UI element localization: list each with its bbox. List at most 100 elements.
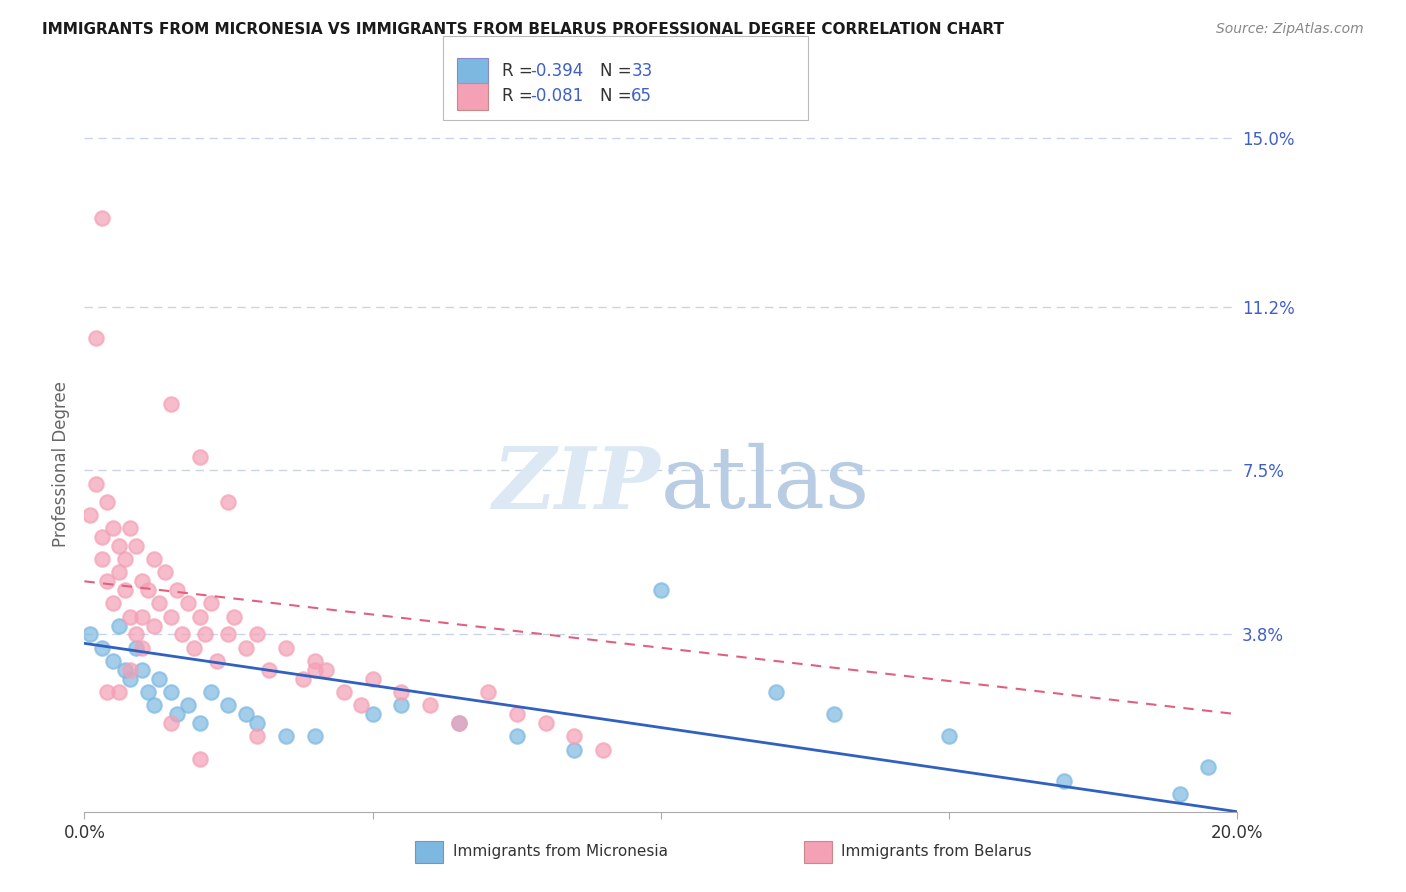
- Point: [120, 521, 142, 535]
- Point: [120, 672, 142, 686]
- Point: [449, 716, 471, 731]
- Point: [131, 663, 153, 677]
- Text: IMMIGRANTS FROM MICRONESIA VS IMMIGRANTS FROM BELARUS PROFESSIONAL DEGREE CORREL: IMMIGRANTS FROM MICRONESIA VS IMMIGRANTS…: [42, 22, 1004, 37]
- Text: -0.081: -0.081: [530, 87, 583, 105]
- Point: [564, 742, 586, 756]
- Point: [131, 640, 153, 655]
- Text: Immigrants from Belarus: Immigrants from Belarus: [841, 845, 1032, 859]
- Point: [160, 685, 183, 699]
- Point: [166, 583, 188, 598]
- Point: [96, 574, 118, 589]
- Point: [188, 450, 211, 465]
- Point: [200, 685, 222, 699]
- Point: [103, 596, 124, 610]
- Text: N =: N =: [600, 87, 637, 105]
- Point: [90, 640, 112, 655]
- Text: Source: ZipAtlas.com: Source: ZipAtlas.com: [1216, 22, 1364, 37]
- Point: [224, 609, 246, 624]
- Point: [246, 716, 269, 731]
- Point: [188, 609, 211, 624]
- Point: [148, 672, 170, 686]
- Point: [172, 627, 194, 641]
- Point: [391, 698, 413, 713]
- Text: N =: N =: [600, 62, 637, 80]
- Text: Immigrants from Micronesia: Immigrants from Micronesia: [453, 845, 668, 859]
- Text: R =: R =: [502, 87, 538, 105]
- Point: [391, 685, 413, 699]
- Point: [506, 707, 529, 722]
- Point: [90, 211, 112, 225]
- Point: [108, 618, 131, 632]
- Point: [108, 566, 131, 580]
- Point: [96, 494, 118, 508]
- Point: [79, 508, 101, 522]
- Point: [592, 742, 614, 756]
- Point: [160, 716, 183, 731]
- Point: [938, 730, 960, 744]
- Point: [350, 698, 373, 713]
- Text: R =: R =: [502, 62, 538, 80]
- Point: [177, 698, 200, 713]
- Point: [131, 609, 153, 624]
- Point: [534, 716, 557, 731]
- Text: 65: 65: [631, 87, 652, 105]
- Point: [333, 685, 356, 699]
- Point: [315, 663, 337, 677]
- Point: [79, 627, 101, 641]
- Point: [292, 672, 315, 686]
- Point: [142, 618, 165, 632]
- Point: [125, 539, 148, 553]
- Point: [166, 707, 188, 722]
- Point: [142, 698, 165, 713]
- Point: [125, 627, 148, 641]
- Point: [477, 685, 499, 699]
- Point: [246, 627, 269, 641]
- Point: [96, 685, 118, 699]
- Point: [304, 654, 326, 668]
- Point: [90, 552, 112, 566]
- Point: [188, 716, 211, 731]
- Point: [257, 663, 280, 677]
- Point: [304, 663, 326, 677]
- Point: [148, 596, 170, 610]
- Point: [200, 596, 222, 610]
- Point: [131, 574, 153, 589]
- Point: [218, 494, 240, 508]
- Point: [506, 730, 529, 744]
- Point: [160, 609, 183, 624]
- Point: [183, 640, 205, 655]
- Point: [205, 654, 228, 668]
- Point: [84, 330, 107, 344]
- Point: [114, 663, 136, 677]
- Point: [449, 716, 471, 731]
- Text: -0.394: -0.394: [530, 62, 583, 80]
- Text: atlas: atlas: [661, 443, 870, 526]
- Point: [84, 476, 107, 491]
- Point: [218, 627, 240, 641]
- Point: [142, 552, 165, 566]
- Point: [160, 397, 183, 411]
- Point: [361, 672, 384, 686]
- Point: [218, 698, 240, 713]
- Point: [136, 685, 159, 699]
- Point: [90, 530, 112, 544]
- Y-axis label: Professional Degree: Professional Degree: [52, 381, 70, 547]
- Point: [361, 707, 384, 722]
- Point: [125, 640, 148, 655]
- Point: [108, 685, 131, 699]
- Point: [120, 663, 142, 677]
- Point: [188, 751, 211, 765]
- Point: [103, 521, 124, 535]
- Point: [136, 583, 159, 598]
- Point: [235, 707, 257, 722]
- Point: [564, 730, 586, 744]
- Point: [177, 596, 200, 610]
- Point: [114, 552, 136, 566]
- Point: [765, 685, 787, 699]
- Text: 33: 33: [631, 62, 652, 80]
- Point: [246, 730, 269, 744]
- Point: [276, 730, 298, 744]
- Point: [304, 730, 326, 744]
- Point: [1168, 787, 1191, 801]
- Point: [1198, 760, 1220, 774]
